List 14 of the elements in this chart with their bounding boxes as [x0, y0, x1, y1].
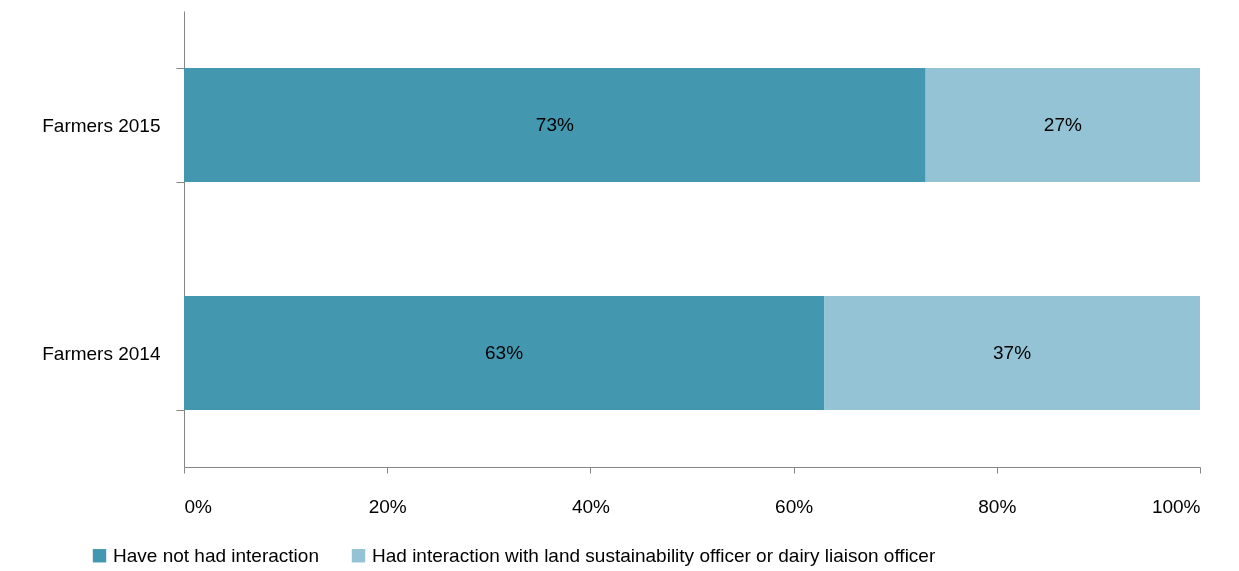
data-label: 63%: [485, 342, 524, 363]
legend-label: Have not had interaction: [113, 544, 319, 566]
x-tick-label: 20%: [368, 495, 407, 517]
y-tick-label: Farmers 2015: [42, 114, 161, 136]
data-label: 27%: [1043, 114, 1082, 135]
data-label: 73%: [535, 114, 574, 135]
x-tick-label: 80%: [978, 495, 1017, 517]
x-tick-label: 100%: [1151, 495, 1201, 517]
x-tick-label: 60%: [775, 495, 814, 517]
data-label: 37%: [993, 342, 1032, 363]
y-tick-label: Farmers 2014: [42, 342, 161, 364]
x-tick-label: 40%: [571, 495, 611, 517]
legend-label: Had interaction with land sustainability officer or dairy liaison officer: [372, 544, 936, 566]
x-tick-label: 0%: [184, 495, 213, 517]
